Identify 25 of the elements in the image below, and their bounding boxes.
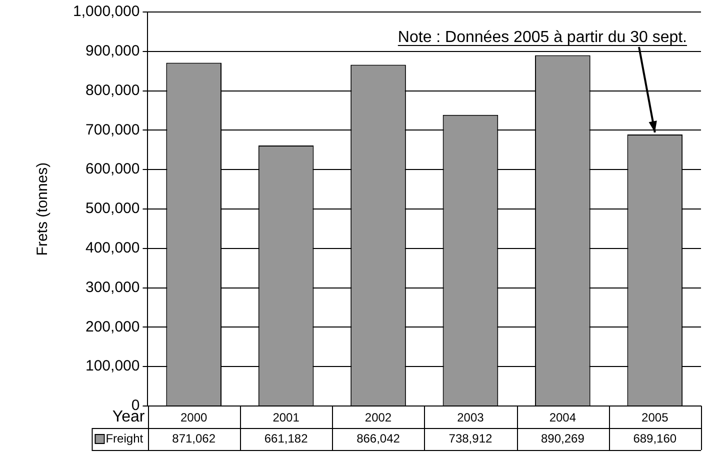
y-tick-label: 400,000	[85, 240, 140, 257]
legend-label: Freight	[106, 431, 144, 446]
x-tick-label: 2004	[549, 410, 576, 425]
x-tick-label: 2003	[457, 410, 484, 425]
data-label: 661,182	[264, 431, 308, 446]
y-tick-label: 700,000	[85, 121, 140, 138]
y-tick-label: 200,000	[85, 318, 140, 336]
data-label: 871,062	[172, 431, 216, 446]
y-tick-label: 900,000	[85, 42, 140, 60]
x-tick-label: 2002	[364, 410, 392, 425]
data-label: 738,912	[448, 431, 492, 446]
y-tick-label: 500,000	[85, 200, 140, 218]
y-tick-label: 100,000	[85, 358, 140, 375]
y-tick-label: 800,000	[85, 82, 140, 99]
data-label: 890,269	[540, 431, 585, 446]
y-tick-label: 300,000	[85, 278, 140, 296]
annotation: Note : Données 2005 à partir du 30 sept.	[398, 29, 687, 46]
x-tick-label: 2001	[272, 410, 300, 425]
y-tick-label: 600,000	[85, 160, 140, 178]
y-axis-title: Frets (tonnes)	[34, 162, 52, 256]
data-label: 866,042	[356, 431, 400, 446]
data-label: 689,160	[633, 431, 677, 446]
x-tick-label: 2000	[180, 410, 208, 425]
y-tick-label: 1,000,000	[72, 3, 140, 20]
x-tick-label: 2005	[642, 410, 669, 425]
